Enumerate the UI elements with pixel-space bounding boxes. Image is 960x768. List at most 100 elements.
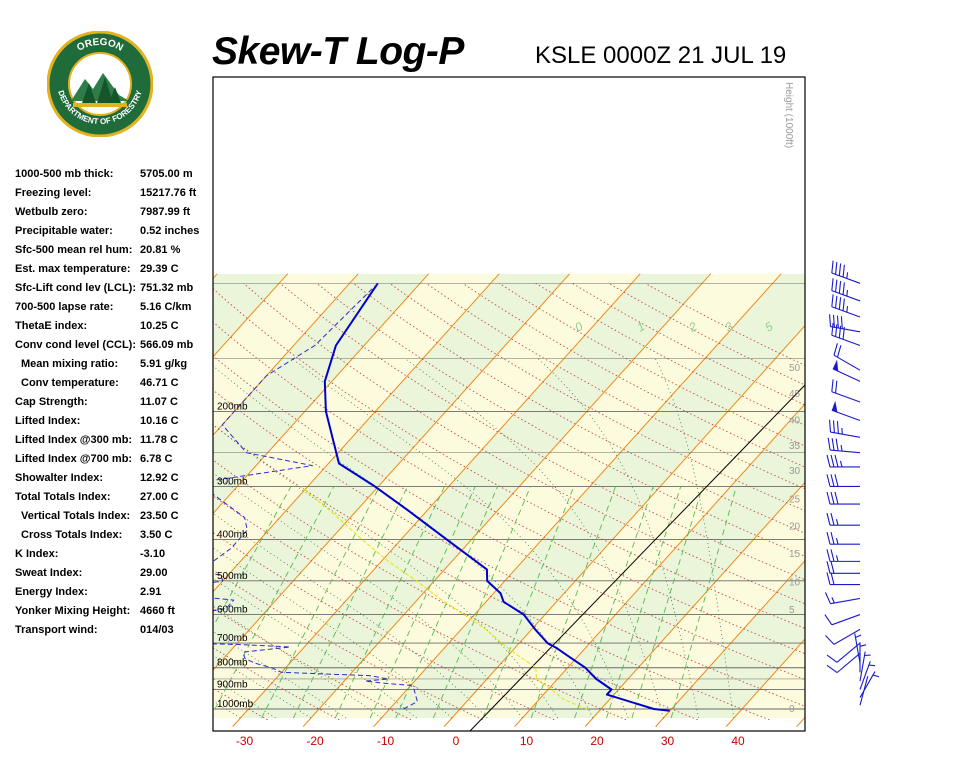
mixing-ratio-line bbox=[213, 486, 292, 628]
wind-barb bbox=[829, 314, 861, 333]
index-row: Wetbulb zero: 7987.99 ft bbox=[15, 206, 215, 225]
wind-barb-half-flag bbox=[846, 306, 849, 313]
index-row: Vertical Totals Index: 23.50 C bbox=[15, 510, 215, 529]
x-tick-label: 20 bbox=[590, 734, 604, 748]
index-value: 014/03 bbox=[140, 624, 174, 636]
dry-adiabat-line bbox=[213, 321, 805, 655]
wind-barb-flag bbox=[842, 282, 845, 295]
index-value: 29.00 bbox=[140, 567, 168, 579]
index-value: 4660 ft bbox=[140, 605, 175, 617]
wind-barb-half-flag bbox=[835, 519, 839, 526]
x-tick-label: 30 bbox=[661, 734, 675, 748]
moist-adiabat-line bbox=[213, 512, 488, 719]
isotherm-band bbox=[0, 274, 6, 718]
wind-barb bbox=[826, 549, 860, 562]
wind-barb-half-flag bbox=[835, 555, 839, 562]
height-tick-label: 5 bbox=[789, 605, 795, 616]
height-tick-label: 35 bbox=[789, 441, 801, 452]
index-label: 700-500 lapse rate: bbox=[15, 301, 114, 313]
wind-barb-flag bbox=[826, 532, 831, 545]
index-value: 11.78 C bbox=[140, 434, 178, 446]
isotherm-line bbox=[302, 273, 712, 727]
wind-barb-flag bbox=[826, 454, 831, 468]
index-row: Lifted Index: 10.16 C bbox=[15, 415, 215, 434]
wind-barb-staff bbox=[833, 354, 861, 371]
index-value: 12.92 C bbox=[140, 472, 179, 484]
index-value: 29.39 C bbox=[140, 263, 179, 275]
isotherm-band bbox=[310, 273, 782, 719]
wind-barb-staff bbox=[831, 306, 861, 318]
index-row: Showalter Index: 12.92 C bbox=[15, 472, 215, 491]
wind-barb-column bbox=[824, 260, 880, 706]
index-value: 46.71 C bbox=[140, 377, 179, 389]
wind-barb-pennant bbox=[832, 359, 839, 372]
wind-barb-flag bbox=[831, 260, 834, 274]
index-row: Transport wind: 014/03 bbox=[15, 624, 215, 643]
plot-area bbox=[0, 273, 805, 731]
wind-barb-flag bbox=[829, 314, 832, 327]
index-label: Energy Index: bbox=[15, 586, 88, 598]
wind-barb-staff bbox=[831, 391, 861, 403]
wind-barb-half-flag bbox=[835, 538, 839, 545]
index-label: Sweat Index: bbox=[15, 567, 83, 579]
wind-barb-flag bbox=[838, 297, 842, 310]
wind-barb-flag bbox=[829, 419, 832, 433]
wind-barb-flag bbox=[834, 454, 839, 468]
dry-adiabat-line bbox=[462, 282, 805, 468]
mixing-ratio-line bbox=[395, 486, 499, 719]
wind-barb bbox=[831, 322, 861, 347]
mixing-ratio-line bbox=[292, 486, 408, 719]
index-value: 6.78 C bbox=[140, 453, 173, 465]
wind-barb-flag bbox=[831, 322, 834, 336]
index-value: 7987.99 ft bbox=[140, 206, 191, 218]
wind-barb-staff bbox=[830, 431, 861, 438]
wind-barb-staff bbox=[859, 661, 871, 690]
wind-barb-half-flag bbox=[839, 460, 843, 468]
wind-barb-flag bbox=[830, 491, 835, 505]
wind-barb-flag bbox=[836, 345, 842, 358]
mixing-ratio-line bbox=[369, 486, 476, 719]
isotherm-line bbox=[0, 274, 76, 727]
dry-adiabat-line bbox=[389, 282, 805, 512]
mixing-ratio-line bbox=[631, 486, 704, 719]
isotherm-line bbox=[655, 559, 805, 727]
isobar-label: 900mb bbox=[217, 680, 248, 691]
wind-barb-flag bbox=[836, 421, 839, 434]
wind-barb bbox=[824, 592, 861, 605]
index-row: Sfc-500 mean rel hum: 20.81 % bbox=[15, 244, 215, 263]
isotherm-line bbox=[213, 273, 500, 593]
wind-barb bbox=[826, 561, 860, 574]
index-label: Lifted Index: bbox=[15, 415, 81, 427]
wind-barb-flag bbox=[830, 474, 835, 487]
chart-title: Skew-T Log-P bbox=[212, 30, 464, 73]
wind-barb-flag bbox=[842, 264, 845, 278]
parcel-trace-line bbox=[300, 486, 588, 710]
dry-adiabat-line bbox=[213, 687, 268, 721]
index-row: Yonker Mixing Height: 4660 ft bbox=[15, 605, 215, 624]
index-label: Freezing level: bbox=[15, 187, 92, 199]
temperature-trace-line bbox=[323, 282, 670, 712]
wind-barb bbox=[854, 633, 862, 664]
index-row: Total Totals Index: 27.00 C bbox=[15, 491, 215, 510]
wind-barb bbox=[831, 294, 861, 318]
index-row: Freezing level: 15217.76 ft bbox=[15, 187, 215, 206]
index-row: Conv cond level (CCL): 566.09 mb bbox=[15, 339, 215, 358]
wind-barb-half-flag bbox=[846, 272, 849, 279]
wind-barb-flag bbox=[830, 454, 835, 468]
index-label: ThetaE index: bbox=[15, 320, 88, 332]
index-value: 10.16 C bbox=[140, 415, 179, 427]
isotherm-band bbox=[240, 273, 711, 719]
wind-barb bbox=[824, 614, 861, 626]
wind-barb bbox=[827, 437, 861, 454]
isobar-label: 600mb bbox=[217, 605, 248, 616]
index-value: 23.50 C bbox=[140, 510, 179, 522]
index-row: Precipitable water: 0.52 inches bbox=[15, 225, 215, 244]
mixing-ratio-line bbox=[606, 486, 682, 719]
wind-barb-flag bbox=[825, 635, 835, 645]
wind-barb-flag bbox=[824, 592, 831, 604]
wind-barb-flag bbox=[826, 664, 838, 674]
height-tick-label: 0 bbox=[789, 704, 795, 715]
wind-barb-half-flag bbox=[840, 444, 843, 452]
wind-barb-flag bbox=[835, 380, 838, 394]
wind-barb-flag bbox=[836, 315, 839, 329]
